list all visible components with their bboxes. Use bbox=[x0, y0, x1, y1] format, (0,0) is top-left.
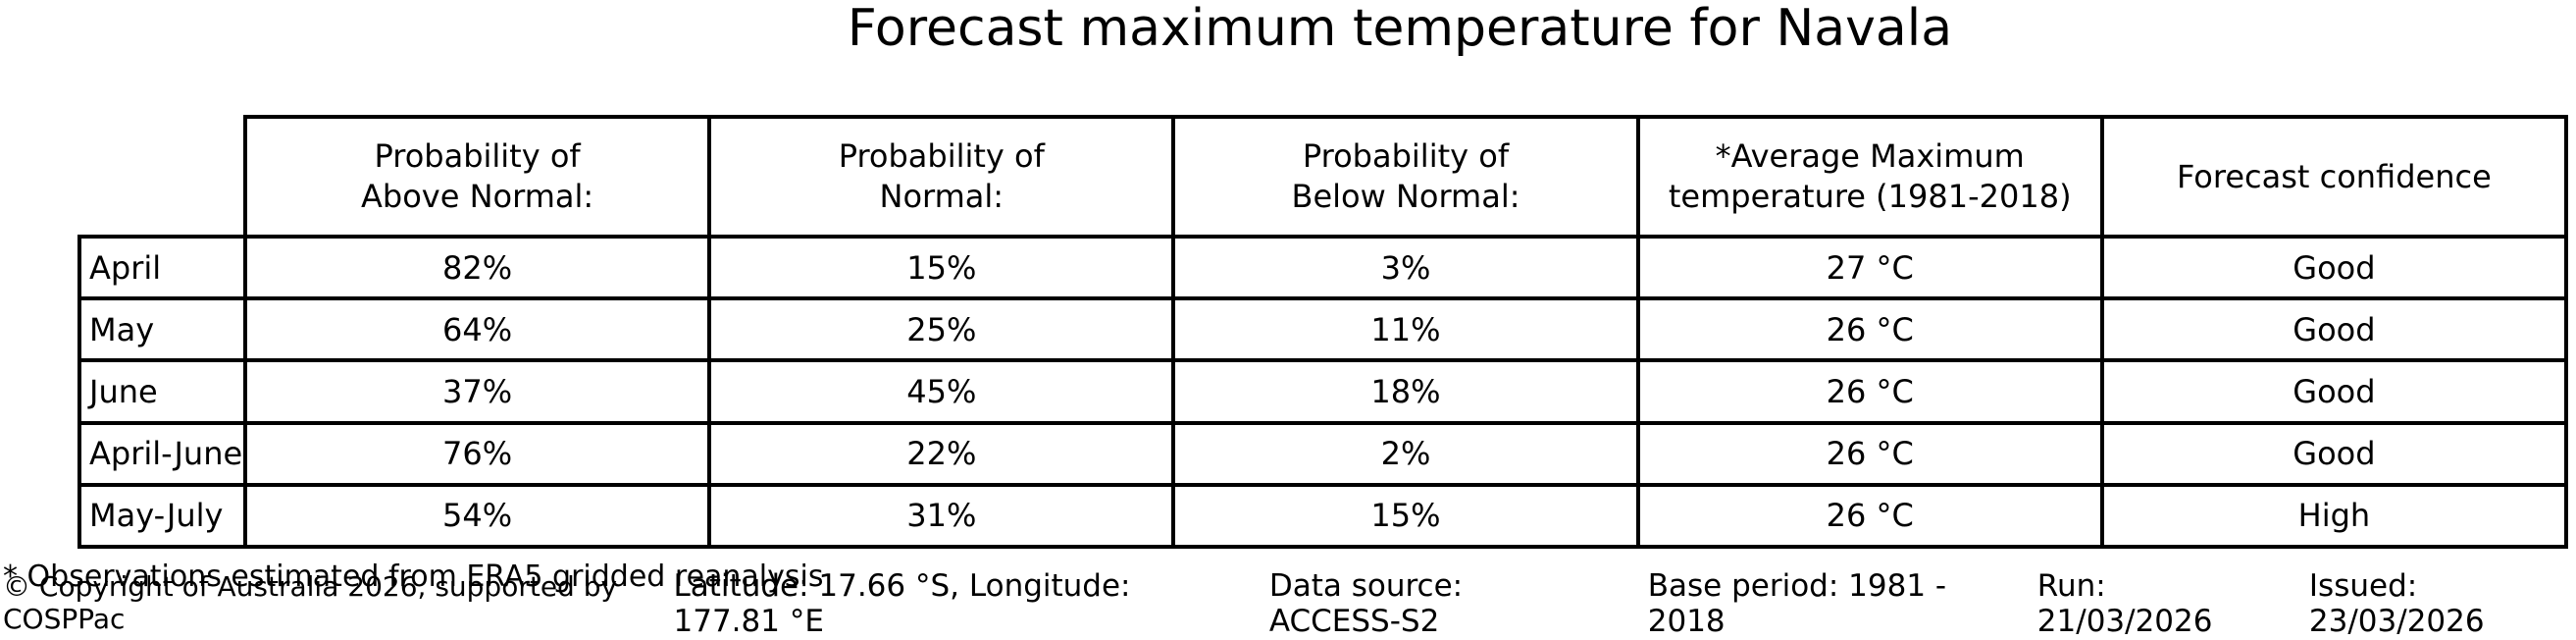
footer-latitude-longitude: Latitude: 17.66 °S, Longitude: 177.81 °E bbox=[673, 568, 1131, 639]
header-cell-normal: Probability of Normal: bbox=[711, 119, 1172, 235]
cell-april-june-normal: 22% bbox=[711, 424, 1172, 483]
footer-issued-date: Issued: 23/03/2026 bbox=[2308, 568, 2485, 639]
row-label-may: May bbox=[81, 300, 243, 359]
footer-bar: © Copyright of Australia 2026, supported… bbox=[3, 568, 2570, 639]
cell-june-avg-max: 26 °C bbox=[1639, 362, 2100, 421]
cell-april-avg-max: 27 °C bbox=[1639, 239, 2100, 297]
copyright-text: © Copyright of Australia 2026, supported… bbox=[3, 570, 618, 635]
cell-april-above: 82% bbox=[247, 239, 708, 297]
table-header-row: Probability of Above Normal: Probability… bbox=[243, 115, 2568, 239]
cell-may-july-normal: 31% bbox=[711, 486, 1172, 545]
cell-june-above: 37% bbox=[247, 362, 708, 421]
cell-june-below: 18% bbox=[1175, 362, 1636, 421]
cell-may-normal: 25% bbox=[711, 300, 1172, 359]
cell-april-confidence: Good bbox=[2103, 239, 2564, 297]
row-label-may-july: May-July bbox=[81, 486, 243, 545]
page-title: Forecast maximum temperature for Navala bbox=[847, 0, 1953, 58]
cell-april-normal: 15% bbox=[711, 239, 1172, 297]
cell-may-july-above: 54% bbox=[247, 486, 708, 545]
cell-may-confidence: Good bbox=[2103, 300, 2564, 359]
cell-may-below: 11% bbox=[1175, 300, 1636, 359]
footer-data-source: Data source: ACCESS-S2 bbox=[1268, 568, 1464, 639]
footer-base-period: Base period: 1981 - 2018 bbox=[1647, 568, 1947, 639]
footnote-text: * Observations estimated from ERA5 gridd… bbox=[3, 560, 824, 594]
cell-may-july-below: 15% bbox=[1175, 486, 1636, 545]
row-label-june: June bbox=[81, 362, 243, 421]
cell-april-june-below: 2% bbox=[1175, 424, 1636, 483]
cell-april-june-avg-max: 26 °C bbox=[1639, 424, 2100, 483]
table-body: April 82% 15% 3% 27 °C Good May 64% 25% … bbox=[77, 235, 2568, 549]
cell-june-confidence: Good bbox=[2103, 362, 2564, 421]
cell-june-normal: 45% bbox=[711, 362, 1172, 421]
header-cell-average-max-temperature: *Average Maximum temperature (1981-2018) bbox=[1639, 119, 2100, 235]
footer-metadata-items: Latitude: 17.66 °S, Longitude: 177.81 °E… bbox=[674, 568, 2571, 639]
header-cell-below-normal: Probability of Below Normal: bbox=[1175, 119, 1636, 235]
footer-run-date: Run: 21/03/2026 bbox=[2036, 568, 2213, 639]
cell-april-june-above: 76% bbox=[247, 424, 708, 483]
row-label-april: April bbox=[81, 239, 243, 297]
cell-may-avg-max: 26 °C bbox=[1639, 300, 2100, 359]
cell-april-june-confidence: Good bbox=[2103, 424, 2564, 483]
cell-april-below: 3% bbox=[1175, 239, 1636, 297]
header-cell-above-normal: Probability of Above Normal: bbox=[247, 119, 708, 235]
cell-may-july-confidence: High bbox=[2103, 486, 2564, 545]
cell-may-july-avg-max: 26 °C bbox=[1639, 486, 2100, 545]
cell-may-above: 64% bbox=[247, 300, 708, 359]
header-cell-forecast-confidence: Forecast confidence bbox=[2103, 119, 2564, 235]
row-label-april-june: April-June bbox=[81, 424, 243, 483]
